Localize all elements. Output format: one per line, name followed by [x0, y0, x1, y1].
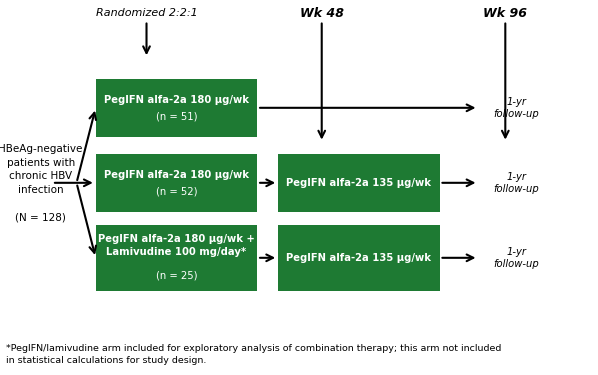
Text: *PegIFN/lamivudine arm included for exploratory analysis of combination therapy;: *PegIFN/lamivudine arm included for expl… — [6, 344, 501, 365]
Text: (n = 25): (n = 25) — [155, 271, 197, 281]
Text: PegIFN alfa-2a 180 μg/wk +
Lamivudine 100 mg/day*: PegIFN alfa-2a 180 μg/wk + Lamivudine 10… — [98, 234, 255, 257]
FancyBboxPatch shape — [96, 225, 257, 291]
FancyBboxPatch shape — [96, 79, 257, 137]
Text: HBeAg-negative
patients with
chronic HBV
infection

(N = 128): HBeAg-negative patients with chronic HBV… — [0, 144, 83, 222]
Text: PegIFN alfa-2a 135 μg/wk: PegIFN alfa-2a 135 μg/wk — [286, 253, 431, 263]
Text: 1-yr
follow-up: 1-yr follow-up — [493, 172, 539, 194]
Text: Randomized 2:2:1: Randomized 2:2:1 — [96, 8, 197, 18]
Text: PegIFN alfa-2a 135 μg/wk: PegIFN alfa-2a 135 μg/wk — [286, 178, 431, 188]
FancyBboxPatch shape — [96, 154, 257, 212]
FancyBboxPatch shape — [278, 154, 440, 212]
FancyBboxPatch shape — [278, 225, 440, 291]
Text: Wk 48: Wk 48 — [300, 7, 344, 20]
Text: PegIFN alfa-2a 180 μg/wk: PegIFN alfa-2a 180 μg/wk — [104, 170, 249, 180]
Text: (n = 52): (n = 52) — [155, 186, 197, 196]
Text: 1-yr
follow-up: 1-yr follow-up — [493, 97, 539, 119]
Text: Wk 96: Wk 96 — [483, 7, 527, 20]
Text: (n = 51): (n = 51) — [155, 111, 197, 121]
Text: 1-yr
follow-up: 1-yr follow-up — [493, 247, 539, 269]
Text: PegIFN alfa-2a 180 μg/wk: PegIFN alfa-2a 180 μg/wk — [104, 94, 249, 105]
